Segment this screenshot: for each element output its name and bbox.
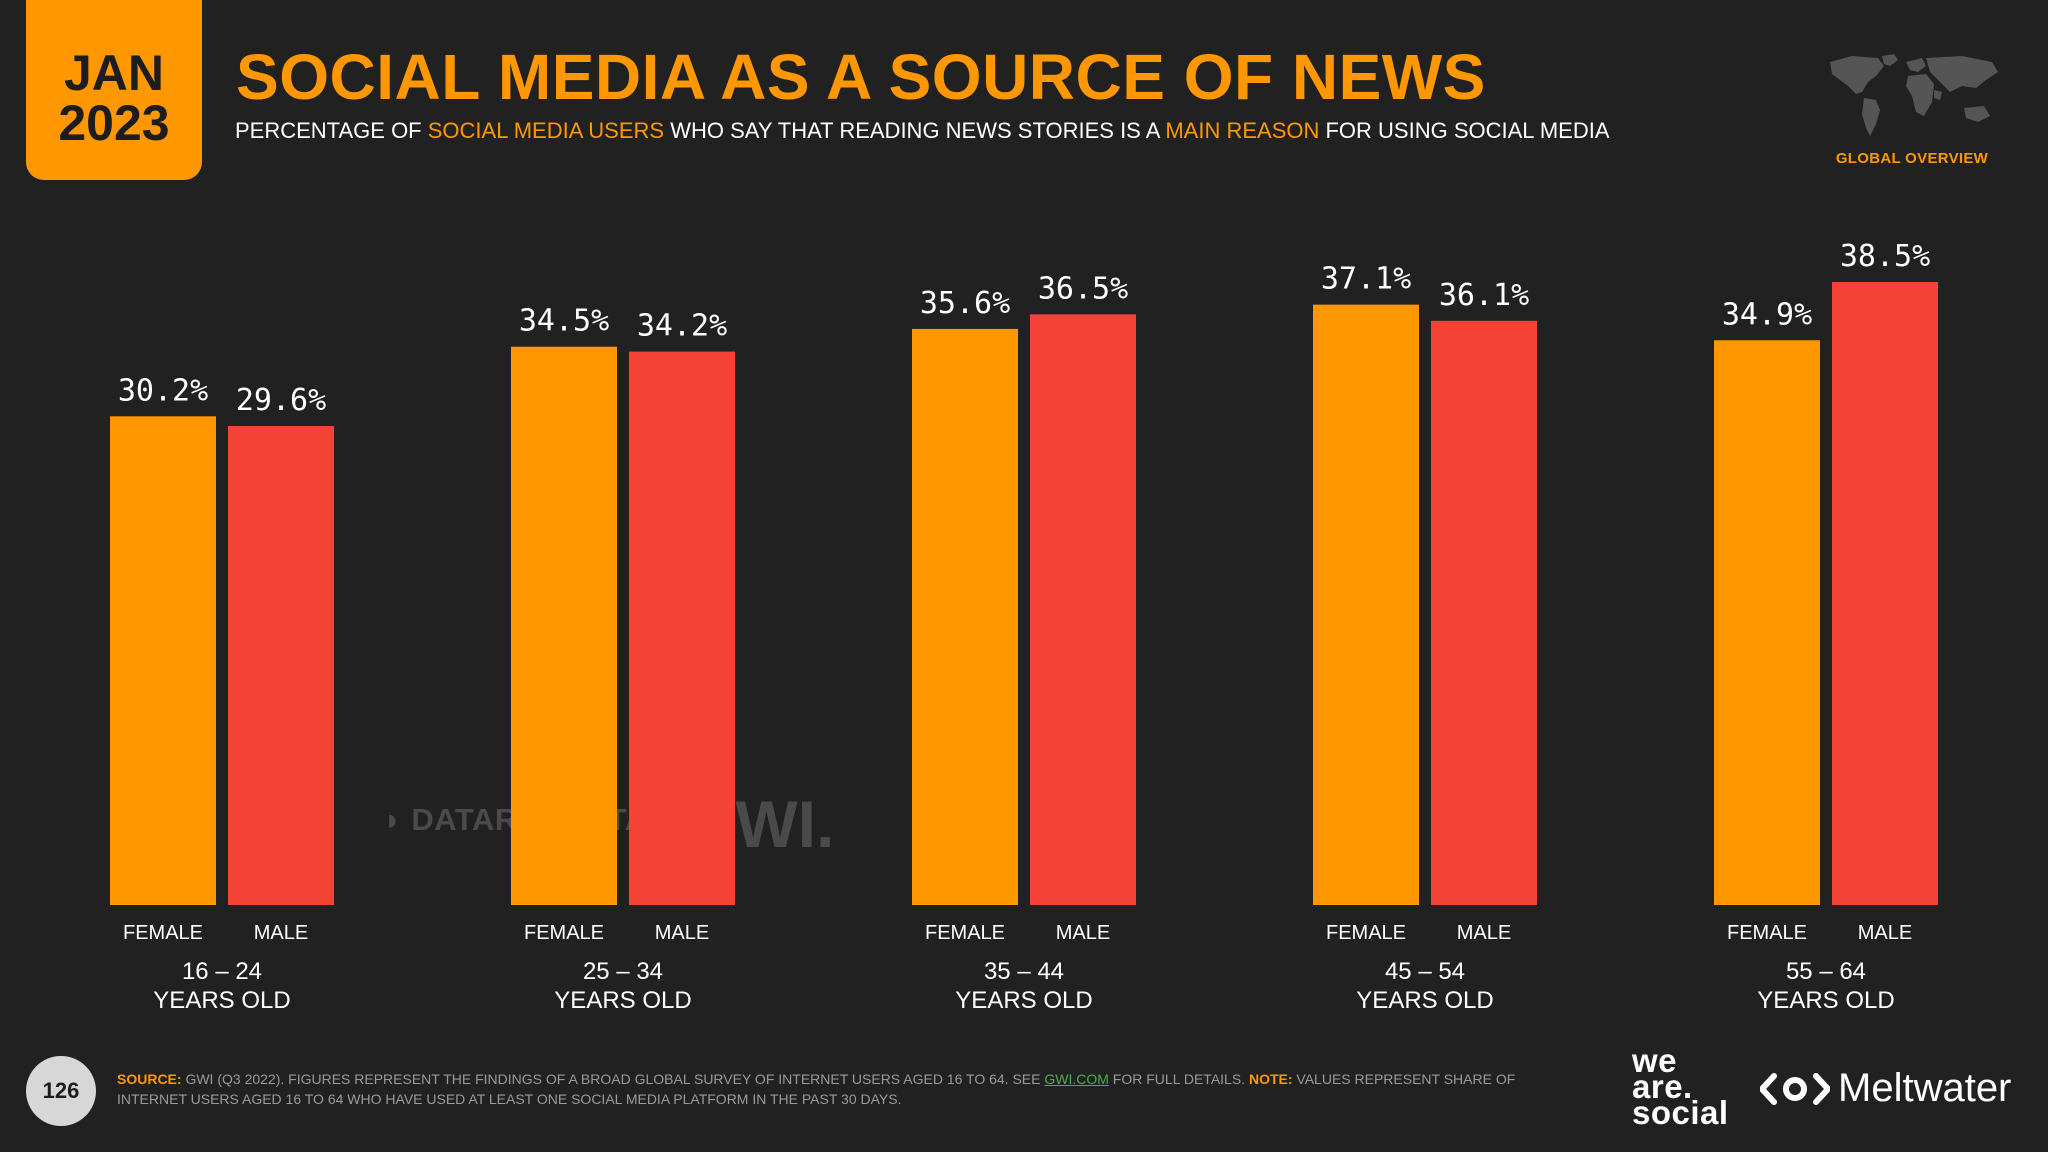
meltwater-logo: Meltwater [1760,1066,2011,1111]
category-label: FEMALE [1727,922,1807,944]
date-badge: JAN 2023 [26,0,202,180]
data-label: 36.1% [1439,278,1529,313]
category-label: MALE [655,922,709,944]
source-text: GWI (Q3 2022). FIGURES REPRESENT THE FIN… [181,1071,1045,1087]
age-suffix-label: YEARS OLD [153,987,290,1014]
was-line-3: social [1632,1094,1729,1131]
bar-male [1832,282,1938,905]
bar-male [629,351,735,906]
was-line-1: we [1632,1042,1678,1079]
category-label: FEMALE [1326,922,1406,944]
bar-male [1030,314,1136,905]
subtitle-highlight-2: MAIN REASON [1165,118,1320,143]
data-label: 35.6% [920,286,1010,321]
page-subtitle: PERCENTAGE OF SOCIAL MEDIA USERS WHO SAY… [235,118,1610,144]
age-range-label: 35 – 44 [984,958,1064,985]
age-range-label: 16 – 24 [182,958,262,985]
category-label: FEMALE [123,922,203,944]
bar-female [110,416,216,905]
note-label: NOTE: [1248,1071,1293,1087]
bar-female [912,328,1018,906]
bar-female [1313,304,1419,905]
source-after: FOR FULL DETAILS. [1108,1071,1249,1087]
subtitle-highlight-1: SOCIAL MEDIA USERS [427,118,665,143]
data-label: 34.5% [519,304,609,339]
was-line-2: are. [1632,1068,1693,1105]
data-label: 29.6% [236,383,326,418]
meltwater-mark-icon [1760,1072,1830,1105]
meltwater-text: Meltwater [1838,1066,2012,1110]
category-label: FEMALE [925,922,1005,944]
bar-female [511,346,617,905]
age-suffix-label: YEARS OLD [1757,987,1894,1014]
age-range-label: 45 – 54 [1385,958,1465,985]
note-text: VALUES REPRESENT SHARE OF INTERNET USERS… [117,1071,1516,1107]
datareportal-logo-icon: ◗ [383,802,403,837]
subtitle-part-3: FOR USING SOCIAL MEDIA [1319,118,1610,143]
bar-male [1431,320,1537,905]
age-range-label: 55 – 64 [1786,958,1866,985]
page-number: 126 [26,1056,96,1126]
bar-male [228,426,334,905]
category-label: MALE [1056,922,1110,944]
subtitle-part-2: WHO SAY THAT READING NEWS STORIES IS A [664,118,1166,143]
age-suffix-label: YEARS OLD [955,987,1092,1014]
data-label: 38.5% [1840,239,1930,274]
source-footnote: SOURCE: GWI (Q3 2022). FIGURES REPRESENT… [117,1069,1537,1109]
category-label: MALE [1457,922,1511,944]
page-title: SOCIAL MEDIA AS A SOURCE OF NEWS [236,41,1486,113]
data-label: 37.1% [1321,262,1411,297]
age-range-label: 25 – 34 [583,958,663,985]
bar-female [1714,340,1820,906]
badge-month: JAN [63,45,165,101]
category-label: FEMALE [524,922,604,944]
we-are-social-logo: we are. social [1632,1042,1729,1131]
gwi-link[interactable]: GWI.COM [1044,1071,1109,1087]
data-label: 36.5% [1038,271,1128,306]
source-label: SOURCE: [117,1071,182,1087]
subtitle-part-1: PERCENTAGE OF [235,118,428,143]
badge-year: 2023 [58,95,170,151]
data-label: 30.2% [118,373,208,408]
world-map-icon [1830,54,1998,136]
age-suffix-label: YEARS OLD [1356,987,1493,1014]
global-overview-label: GLOBAL OVERVIEW [1835,150,1989,167]
age-suffix-label: YEARS OLD [554,987,691,1014]
category-label: MALE [254,922,308,944]
category-label: MALE [1858,922,1912,944]
data-label: 34.9% [1722,297,1812,332]
data-label: 34.2% [637,309,727,344]
